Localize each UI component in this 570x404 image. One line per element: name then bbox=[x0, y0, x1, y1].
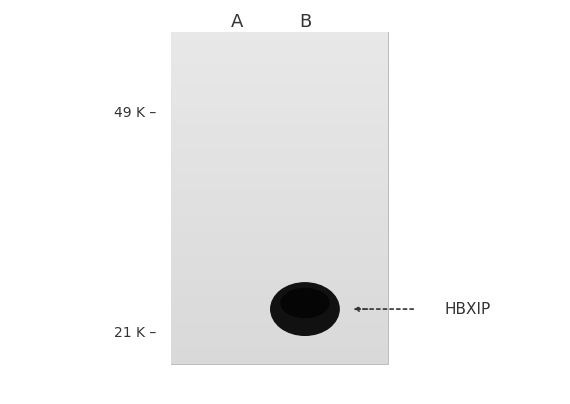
Bar bbox=[171, 272, 388, 281]
Bar bbox=[171, 57, 388, 65]
Bar bbox=[171, 356, 388, 364]
Bar bbox=[171, 157, 388, 165]
Bar bbox=[171, 223, 388, 231]
Text: HBXIP: HBXIP bbox=[445, 301, 491, 317]
Bar bbox=[171, 124, 388, 132]
Text: A: A bbox=[230, 13, 243, 31]
Bar bbox=[171, 74, 388, 82]
Bar bbox=[171, 198, 388, 206]
Bar bbox=[171, 65, 388, 74]
Bar bbox=[171, 330, 388, 339]
Bar bbox=[171, 281, 388, 289]
Bar bbox=[171, 248, 388, 256]
Bar bbox=[171, 306, 388, 314]
Text: B: B bbox=[299, 13, 311, 31]
Bar bbox=[171, 148, 388, 157]
Bar bbox=[171, 322, 388, 330]
Bar bbox=[171, 49, 388, 57]
Ellipse shape bbox=[281, 288, 329, 318]
Bar bbox=[171, 314, 388, 322]
Bar bbox=[171, 173, 388, 181]
Bar bbox=[171, 41, 388, 49]
Bar bbox=[171, 90, 388, 99]
Bar bbox=[171, 297, 388, 305]
Bar bbox=[171, 181, 388, 190]
Bar bbox=[171, 206, 388, 215]
Bar bbox=[171, 107, 388, 115]
Bar bbox=[171, 215, 388, 223]
Bar bbox=[171, 339, 388, 347]
Bar bbox=[171, 264, 388, 272]
Bar bbox=[171, 289, 388, 297]
Text: 49 K –: 49 K – bbox=[115, 106, 157, 120]
Bar bbox=[171, 32, 388, 41]
Bar bbox=[171, 32, 388, 364]
Bar bbox=[171, 347, 388, 356]
Bar bbox=[171, 82, 388, 90]
Bar bbox=[171, 165, 388, 173]
Bar bbox=[171, 190, 388, 198]
Bar bbox=[171, 99, 388, 107]
Ellipse shape bbox=[271, 283, 339, 335]
Bar bbox=[171, 132, 388, 140]
Bar bbox=[171, 239, 388, 248]
Bar bbox=[171, 231, 388, 239]
Bar bbox=[171, 140, 388, 148]
Bar bbox=[171, 115, 388, 124]
Bar bbox=[171, 256, 388, 264]
Text: 21 K –: 21 K – bbox=[115, 326, 157, 340]
